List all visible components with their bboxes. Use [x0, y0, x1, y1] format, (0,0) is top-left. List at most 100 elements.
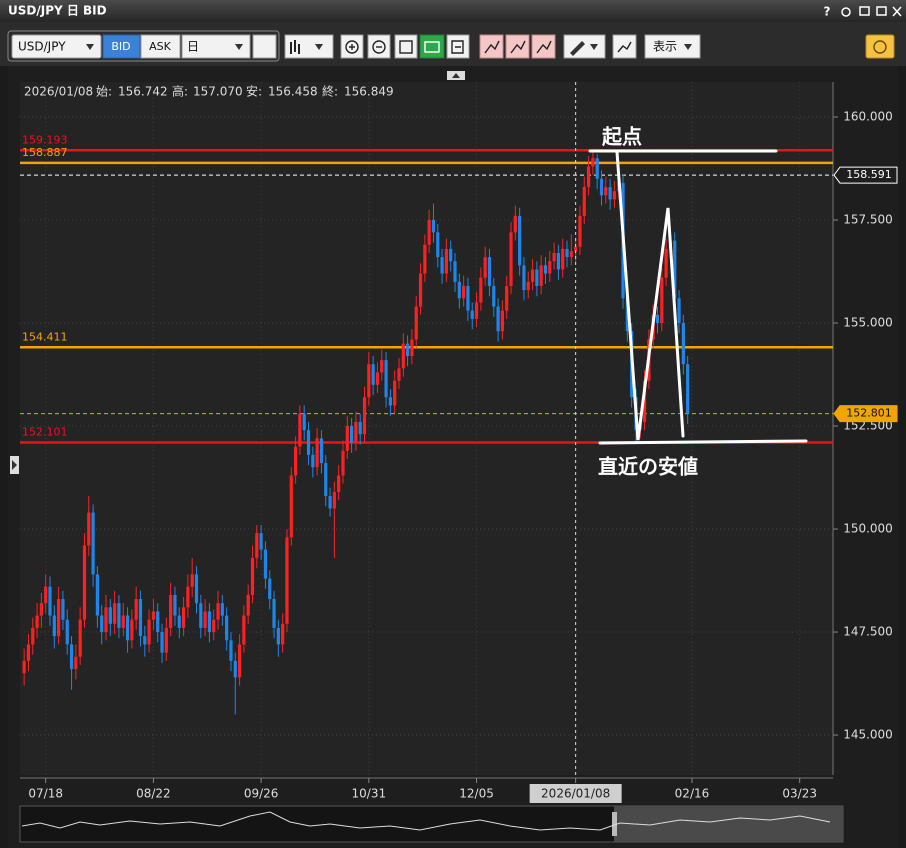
- price-level-label: 152.101: [22, 425, 68, 438]
- candle-body: [410, 339, 414, 356]
- candle-body: [582, 187, 586, 216]
- x-tick-label: 07/18: [28, 787, 63, 801]
- candle-body: [203, 611, 207, 628]
- date-axis: [20, 778, 833, 803]
- candle-body: [380, 360, 384, 373]
- candle-body: [151, 611, 156, 620]
- annotation-recent-low: 直近の安値: [598, 455, 698, 479]
- bid-button[interactable]: [102, 34, 141, 59]
- navigator-line: [21, 811, 831, 831]
- target-button[interactable]: [865, 34, 895, 59]
- zoom-in-icon: [345, 40, 359, 54]
- candle-body: [31, 627, 35, 645]
- candle-body: [483, 257, 487, 278]
- draw-icon: [484, 40, 552, 54]
- candle-body: [470, 310, 474, 319]
- candle-body: [388, 397, 392, 406]
- candle-body: [561, 248, 565, 270]
- candle-body: [375, 372, 380, 385]
- candle-body: [225, 615, 229, 641]
- y-tick-label: 147.500: [843, 625, 893, 639]
- dropdown-arrow: [86, 44, 94, 50]
- dropdown-arrow: [235, 44, 243, 50]
- settings-icon[interactable]: [841, 7, 851, 17]
- maximize-icon[interactable]: [876, 6, 887, 16]
- info-label: 安:: [246, 84, 262, 99]
- view-button[interactable]: [644, 34, 701, 59]
- pen-button[interactable]: [563, 34, 606, 59]
- info-date: 2026/01/08: [24, 85, 93, 99]
- navigator-grip[interactable]: [612, 812, 617, 836]
- candle-body: [552, 252, 556, 262]
- dropdown-arrow: [684, 44, 692, 50]
- symbol-group: [7, 30, 280, 62]
- info-label: 高:: [172, 84, 188, 99]
- candle-body: [686, 364, 690, 414]
- candle-body: [505, 285, 509, 311]
- symbol-select[interactable]: [11, 34, 102, 59]
- candle-body: [595, 158, 599, 179]
- chart-type-button[interactable]: [284, 34, 334, 59]
- candle-body: [462, 285, 466, 299]
- info-value: 156.742: [118, 85, 168, 99]
- title-bar: [0, 0, 906, 22]
- candle-body: [362, 397, 367, 435]
- candle-body: [565, 248, 569, 258]
- candle-body: [69, 644, 74, 670]
- candle-body: [367, 364, 371, 398]
- side-arrow: [12, 460, 17, 470]
- ask-button[interactable]: [140, 34, 181, 59]
- draw-button[interactable]: [531, 34, 556, 59]
- candle-body: [530, 269, 535, 282]
- candle-body: [57, 599, 61, 637]
- candle-body: [319, 438, 324, 464]
- candle-body: [444, 248, 448, 274]
- candle-body: [65, 619, 69, 645]
- candle-body: [608, 187, 612, 200]
- candle-body: [190, 574, 194, 587]
- info-value: 156.849: [344, 85, 394, 99]
- candle-body: [160, 632, 164, 653]
- candle-body: [315, 438, 319, 468]
- range-button[interactable]: [419, 34, 445, 59]
- candle-body: [556, 252, 561, 270]
- drawn-lines: [588, 149, 808, 445]
- candle-body: [207, 611, 212, 633]
- candle-body: [44, 586, 48, 604]
- x-tick-label: 12/05: [459, 787, 494, 801]
- candle-body: [177, 615, 181, 628]
- candle-body: [246, 594, 250, 616]
- candle-body: [74, 656, 78, 670]
- dropdown-arrow: [590, 44, 598, 50]
- candle-body: [104, 607, 108, 633]
- candle-body: [259, 533, 263, 550]
- navigator-window[interactable]: [614, 806, 843, 842]
- candle-body: [655, 314, 660, 324]
- candle-body: [324, 463, 328, 497]
- price-level-tag: [833, 405, 898, 423]
- price-level-tag-label: 158.591: [846, 168, 892, 181]
- period-select[interactable]: [181, 34, 251, 59]
- price-axis: [833, 82, 898, 775]
- candle-body: [143, 636, 147, 645]
- draw-button[interactable]: [479, 34, 504, 59]
- candle-body: [311, 454, 315, 468]
- candle-body: [281, 623, 285, 645]
- draw-button[interactable]: [505, 34, 530, 59]
- help-button[interactable]: ?: [824, 5, 831, 19]
- dropdown-arrow: [315, 44, 323, 50]
- candle-body: [625, 298, 629, 332]
- ask-text: ASK: [149, 40, 172, 53]
- window-icons: [841, 6, 902, 17]
- link-button[interactable]: [252, 34, 277, 59]
- view-text: 表示: [653, 40, 677, 54]
- candle-body: [479, 277, 483, 303]
- candle-body: [125, 615, 130, 641]
- close-icon[interactable]: [892, 6, 902, 17]
- candle-body: [130, 619, 134, 641]
- plot-area: [20, 82, 833, 775]
- candle-body: [500, 310, 504, 332]
- restore-icon[interactable]: [859, 6, 870, 16]
- fit-button[interactable]: [394, 34, 418, 59]
- candle-body: [642, 380, 647, 422]
